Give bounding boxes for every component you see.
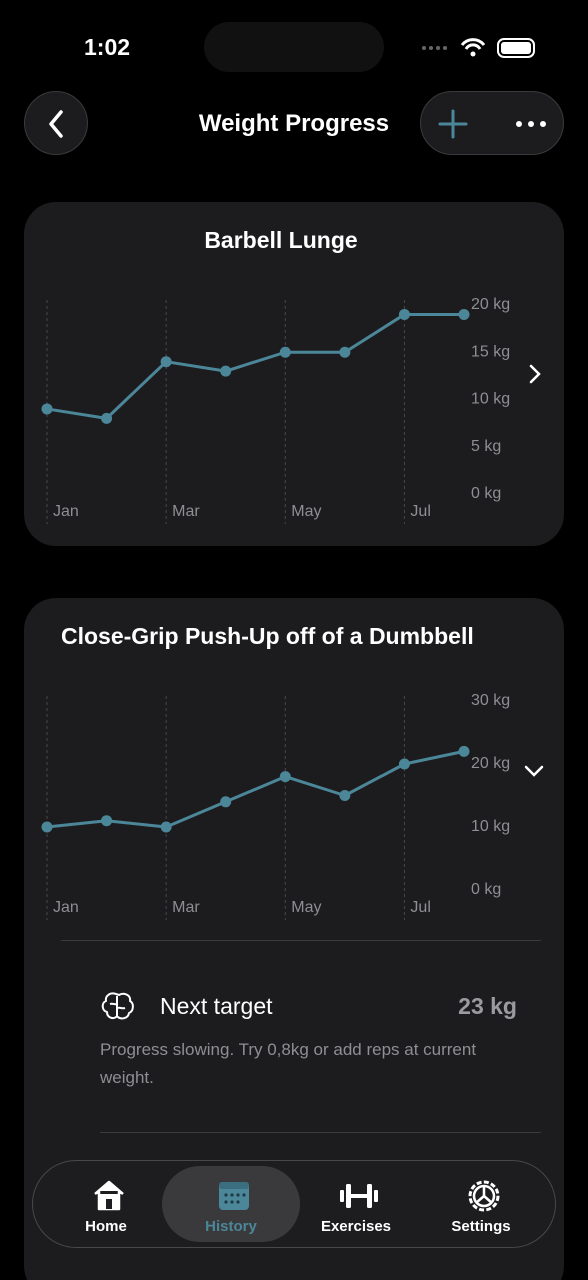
dynamic-island — [204, 22, 384, 72]
data-line — [46, 749, 465, 829]
y-tick-label: 10 kg — [471, 818, 510, 835]
data-point — [220, 365, 232, 377]
data-point — [339, 790, 351, 801]
data-point — [279, 771, 291, 783]
page-title: Weight Progress — [198, 110, 390, 137]
x-tick-label: Jul — [410, 899, 430, 916]
chart-card[interactable]: Barbell Lunge Jan Mar May Jul 0 kg 5 kg 10 kg 15… — [24, 202, 564, 546]
data-point — [398, 308, 410, 320]
chart-title: Close-Grip Push-Up off of a Dumbbell — [61, 623, 474, 649]
tab-button[interactable]: Exercises — [287, 1166, 425, 1242]
divider — [100, 1132, 541, 1133]
y-tick-label: 30 kg — [471, 692, 510, 709]
data-point — [101, 815, 113, 827]
tab-button[interactable]: Settings — [412, 1166, 550, 1242]
actions-pill — [420, 91, 564, 155]
divider — [61, 940, 541, 941]
data-point — [160, 821, 172, 833]
data-point — [339, 346, 351, 358]
tab-label: Settings — [451, 1218, 511, 1235]
more-button[interactable] — [516, 121, 546, 127]
x-tick-label: May — [291, 899, 321, 916]
y-tick-label: 15 kg — [471, 343, 510, 360]
insight-text: Progress slowing. Try 0,8kg or add reps … — [100, 1040, 477, 1087]
back-button[interactable] — [24, 91, 88, 155]
y-tick-label: 0 kg — [471, 881, 501, 898]
data-point — [458, 308, 470, 320]
expand-chevron[interactable] — [524, 362, 546, 386]
tab-icon — [219, 1182, 249, 1210]
tab-label: Exercises — [320, 1218, 392, 1235]
y-tick-label: 5 kg — [471, 438, 501, 455]
brain-icon — [101, 992, 134, 1020]
chart: Barbell Lunge Jan Mar May Jul 0 kg 5 kg 10 kg 15… — [41, 227, 510, 524]
data-point — [101, 412, 113, 424]
collapse-chevron[interactable] — [522, 760, 546, 782]
status-time: 1:02 — [84, 34, 131, 60]
tab-icon — [468, 1180, 500, 1212]
x-tick-label: Jul — [410, 503, 430, 520]
data-point — [398, 758, 410, 770]
y-tick-label: 20 kg — [471, 296, 510, 313]
tab-button[interactable]: History — [162, 1166, 300, 1242]
status-icons — [422, 38, 535, 58]
actions-icons — [438, 109, 546, 139]
chart-title: Barbell Lunge — [204, 227, 357, 253]
x-tick-label: Mar — [172, 503, 200, 520]
data-point — [160, 356, 172, 368]
data-point — [279, 346, 291, 358]
data-line — [46, 312, 464, 420]
insight-value: 23 kg — [458, 993, 517, 1019]
x-tick-label: Jan — [53, 899, 79, 916]
x-tick-label: May — [291, 503, 321, 520]
y-tick-label: 10 kg — [471, 391, 510, 408]
chart: Close-Grip Push-Up off of a Dumbbell Jan M… — [41, 623, 510, 920]
tab-button[interactable]: Home — [37, 1166, 175, 1242]
data-point — [220, 796, 232, 808]
x-tick-label: Mar — [172, 899, 200, 916]
back-icon — [49, 110, 63, 138]
data-point — [41, 821, 53, 833]
data-point — [458, 745, 470, 757]
tab-icon — [340, 1184, 378, 1208]
tab-icon — [94, 1180, 124, 1211]
x-tick-label: Jan — [53, 503, 79, 520]
y-tick-label: 0 kg — [471, 485, 501, 502]
tab-label: History — [205, 1218, 257, 1235]
insight-title: Next target — [160, 993, 273, 1019]
add-button[interactable] — [438, 109, 468, 139]
data-point — [41, 403, 53, 415]
tab-label: Home — [85, 1218, 127, 1235]
y-tick-label: 20 kg — [471, 755, 510, 772]
